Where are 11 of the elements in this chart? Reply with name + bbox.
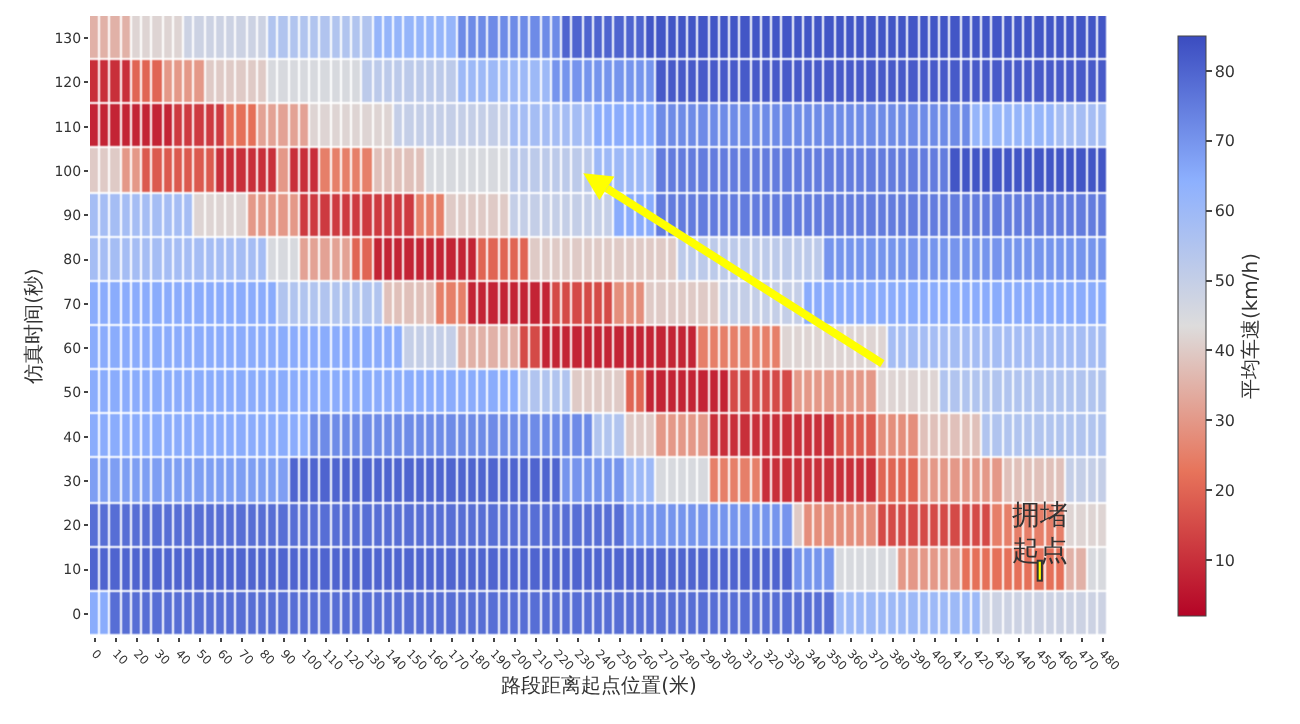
x-axis-title: 路段距离起点位置(米) xyxy=(501,673,697,698)
color-bar-title: 平均车速(km/h) xyxy=(1239,252,1264,400)
color-bar-label: 50 xyxy=(1214,272,1236,291)
color-bar-label: 40 xyxy=(1214,342,1236,361)
color-bar-label: 30 xyxy=(1214,411,1236,430)
color-bar-label: 70 xyxy=(1214,132,1236,151)
color-bar-label: 60 xyxy=(1214,202,1236,221)
color-bar-label: 80 xyxy=(1214,62,1236,81)
y-axis-title: 仿真时间(秒) xyxy=(22,268,47,386)
color-bar-label: 10 xyxy=(1214,551,1236,570)
color-bar-label: 20 xyxy=(1214,481,1236,500)
